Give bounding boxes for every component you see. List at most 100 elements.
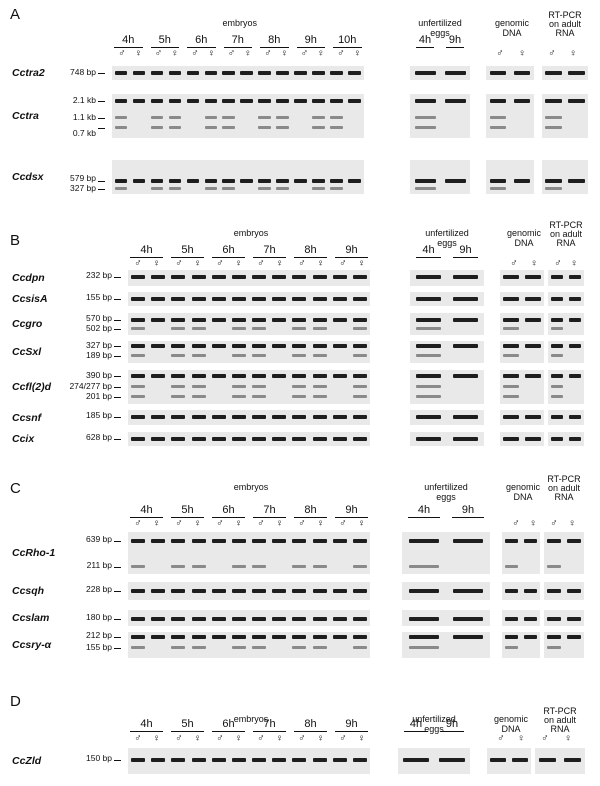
gel-band (332, 437, 347, 441)
male-symbol: ♂ (337, 48, 345, 59)
gel-band (414, 187, 436, 190)
male-symbol: ♂ (497, 733, 505, 744)
female-symbol: ♀ (152, 733, 161, 744)
gel-band (452, 297, 479, 301)
female-symbol: ♀ (234, 518, 243, 529)
gel-band (489, 99, 507, 103)
genomic-dna-header: genomic (493, 714, 529, 724)
male-symbol: ♂ (339, 518, 347, 529)
gel-band (222, 187, 236, 190)
gel-band (348, 71, 361, 75)
size-tick (98, 128, 105, 129)
gel-band (114, 99, 128, 103)
gel-band (231, 385, 246, 388)
gel-band (292, 327, 307, 330)
unfertilized-eggs-header: unfertilized (412, 714, 456, 724)
unfertilized-timepoint-underline (408, 517, 440, 518)
gel-band (204, 187, 218, 190)
rtpcr-header: on adult (549, 229, 583, 239)
genomic-dna-header: DNA (514, 238, 534, 248)
unfertilized-gel (402, 582, 490, 600)
female-symbol: ♀ (193, 258, 202, 269)
gel-band (231, 617, 246, 621)
panel-letter: C (10, 480, 21, 497)
gel-band (352, 395, 367, 398)
gel-band (568, 297, 582, 301)
gel-band (550, 395, 564, 398)
genomic-dna-header: DNA (501, 724, 521, 734)
gel-band (414, 116, 436, 119)
gel-band (452, 344, 479, 348)
female-symbol: ♀ (568, 518, 576, 529)
gel-band (171, 385, 186, 388)
gel-band (550, 344, 564, 348)
gel-band (312, 395, 327, 398)
gel-band (211, 275, 226, 279)
gel-band (415, 344, 442, 348)
gel-band (330, 99, 343, 103)
gel-band (550, 327, 564, 330)
genomic-gel (500, 292, 544, 306)
band-size-label: 502 bp (86, 323, 112, 333)
gel-band (312, 385, 327, 388)
unfertilized-timepoint: 9h (448, 34, 462, 46)
gel-band (503, 318, 519, 322)
gel-band (114, 187, 128, 190)
gel-band (151, 635, 166, 639)
gel-band (332, 589, 347, 593)
size-tick (98, 181, 105, 182)
gel-band (272, 758, 287, 762)
timepoint-underline (171, 731, 204, 732)
gel-band (240, 99, 253, 103)
gel-band (191, 539, 206, 543)
gel-band (523, 539, 538, 543)
genomic-gel (486, 160, 534, 194)
gel-band (294, 99, 307, 103)
gel-band (312, 539, 327, 543)
male-symbol: ♂ (175, 733, 183, 744)
size-tick (114, 567, 121, 568)
genomic-gel (486, 66, 534, 80)
gel-band (231, 539, 246, 543)
gel-band (312, 187, 325, 190)
gel-band (240, 71, 253, 75)
gel-band (525, 374, 541, 378)
gel-band (131, 385, 146, 388)
gel-band (131, 646, 146, 649)
gel-band (231, 318, 246, 322)
gel-band (568, 437, 582, 441)
gel-band (292, 415, 307, 419)
timepoint-label: 4h (140, 504, 153, 516)
embryo-gel (112, 66, 364, 80)
gel-band (503, 395, 519, 398)
gel-band (114, 126, 128, 129)
gel-band (186, 99, 200, 103)
gel-band (523, 617, 538, 621)
male-symbol: ♂ (175, 258, 183, 269)
timepoint-underline (253, 257, 286, 258)
gel-band (168, 71, 182, 75)
gel-band (131, 395, 146, 398)
gel-band (490, 758, 506, 762)
size-tick (98, 189, 105, 190)
band-size-label: 0.7 kb (72, 128, 96, 138)
gel-band (211, 635, 226, 639)
male-symbol: ♂ (118, 48, 126, 59)
gel-band (231, 275, 246, 279)
gel-band (332, 344, 347, 348)
gel-band (415, 327, 442, 330)
unfertilized-gel (410, 432, 484, 446)
female-symbol: ♀ (152, 518, 161, 529)
embryo-gel (112, 160, 364, 194)
gel-band (550, 297, 564, 301)
gel-band (550, 437, 564, 441)
unfertilized-timepoint: 4h (422, 244, 435, 256)
gel-band (415, 385, 442, 388)
gel-band (231, 646, 246, 649)
gel-band (332, 318, 347, 322)
gel-band (132, 179, 146, 183)
gel-band (568, 344, 582, 348)
size-tick (114, 397, 121, 398)
gel-band (525, 437, 541, 441)
gel-band (168, 126, 182, 129)
